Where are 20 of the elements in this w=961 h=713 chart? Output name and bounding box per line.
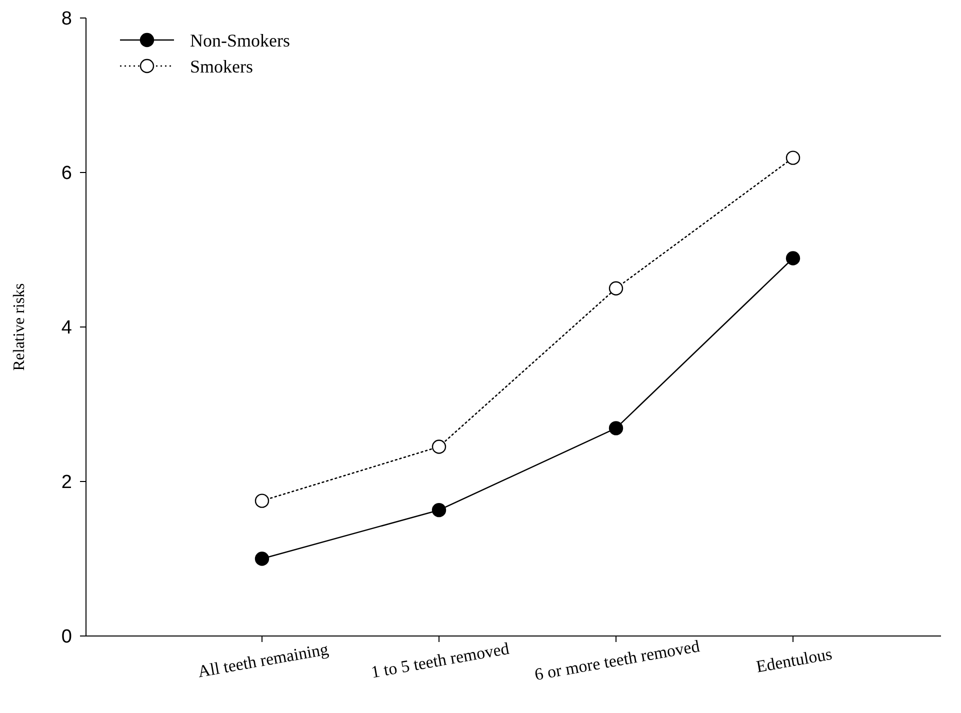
legend-label: Smokers: [190, 56, 253, 76]
x-tick-label: 1 to 5 teeth removed: [370, 638, 512, 682]
legend-label: Non-Smokers: [190, 30, 290, 50]
y-tick-label: 2: [61, 472, 72, 494]
point: [786, 150, 800, 165]
x-tick-label: Edentulous: [754, 644, 834, 676]
point: [608, 281, 624, 296]
y-tick-label: 4: [61, 318, 72, 339]
point: [254, 494, 270, 508]
point: [432, 502, 446, 518]
point: [432, 440, 446, 454]
point: [608, 421, 624, 436]
y-tick-label: 6: [61, 163, 72, 184]
point: [254, 552, 270, 566]
y-tick-label: 0: [61, 626, 72, 648]
x-tick-label: 6 or more teeth removed: [533, 636, 702, 684]
point: [786, 251, 800, 266]
y-axis-title: Relative risks: [11, 283, 28, 371]
y-tick-label: 8: [61, 8, 72, 30]
x-tick-label: All teeth remaining: [196, 639, 330, 682]
